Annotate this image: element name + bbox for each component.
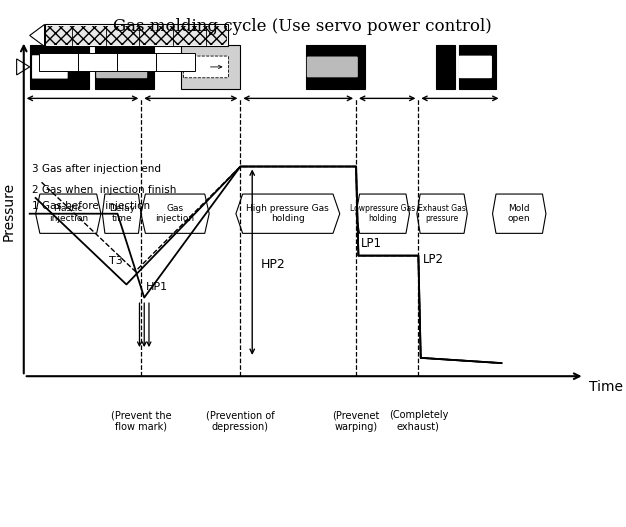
Text: 1 Gas before  injection: 1 Gas before injection: [32, 201, 150, 211]
FancyBboxPatch shape: [181, 45, 240, 89]
Text: (Completely
exhaust): (Completely exhaust): [389, 411, 448, 432]
FancyBboxPatch shape: [29, 45, 89, 89]
Text: Pressure: Pressure: [2, 181, 16, 241]
FancyBboxPatch shape: [307, 56, 358, 77]
Text: Delay
time: Delay time: [109, 204, 135, 223]
Text: 2 Gas when  injection finish: 2 Gas when injection finish: [32, 186, 177, 196]
Text: T3: T3: [109, 256, 122, 266]
Polygon shape: [29, 24, 44, 46]
Text: HP2: HP2: [260, 258, 285, 271]
Text: Plastic
injection: Plastic injection: [49, 204, 88, 223]
Text: 3 Gas after injection end: 3 Gas after injection end: [32, 164, 161, 174]
Text: High pressure Gas
holding: High pressure Gas holding: [247, 204, 329, 223]
Text: HP1: HP1: [146, 282, 168, 292]
Text: LP1: LP1: [361, 237, 382, 250]
FancyBboxPatch shape: [44, 24, 228, 46]
FancyBboxPatch shape: [95, 45, 154, 89]
FancyBboxPatch shape: [39, 53, 78, 71]
FancyBboxPatch shape: [96, 56, 147, 78]
FancyBboxPatch shape: [459, 45, 496, 89]
Text: Gas molding cycle (Use servo power control): Gas molding cycle (Use servo power contr…: [113, 18, 492, 35]
Text: Exhaust Gas
pressure: Exhaust Gas pressure: [418, 204, 466, 223]
Text: Gas
injection: Gas injection: [155, 204, 195, 223]
Text: (Prevention of
depression): (Prevention of depression): [206, 411, 275, 432]
FancyBboxPatch shape: [46, 26, 227, 45]
Text: Lowpressure Gas
holding: Lowpressure Gas holding: [350, 204, 416, 223]
FancyBboxPatch shape: [305, 45, 365, 89]
FancyBboxPatch shape: [436, 45, 455, 89]
Polygon shape: [17, 59, 29, 75]
Text: (Prevenet
warping): (Prevenet warping): [332, 411, 380, 432]
Text: (Prevent the
flow mark): (Prevent the flow mark): [111, 411, 172, 432]
FancyBboxPatch shape: [78, 53, 117, 71]
FancyBboxPatch shape: [183, 56, 228, 78]
FancyBboxPatch shape: [117, 53, 156, 71]
FancyBboxPatch shape: [459, 56, 492, 78]
FancyBboxPatch shape: [32, 55, 68, 79]
Text: LP2: LP2: [423, 253, 444, 266]
Text: Mold
open: Mold open: [508, 204, 531, 223]
FancyBboxPatch shape: [156, 53, 195, 71]
Text: Time: Time: [588, 379, 623, 394]
